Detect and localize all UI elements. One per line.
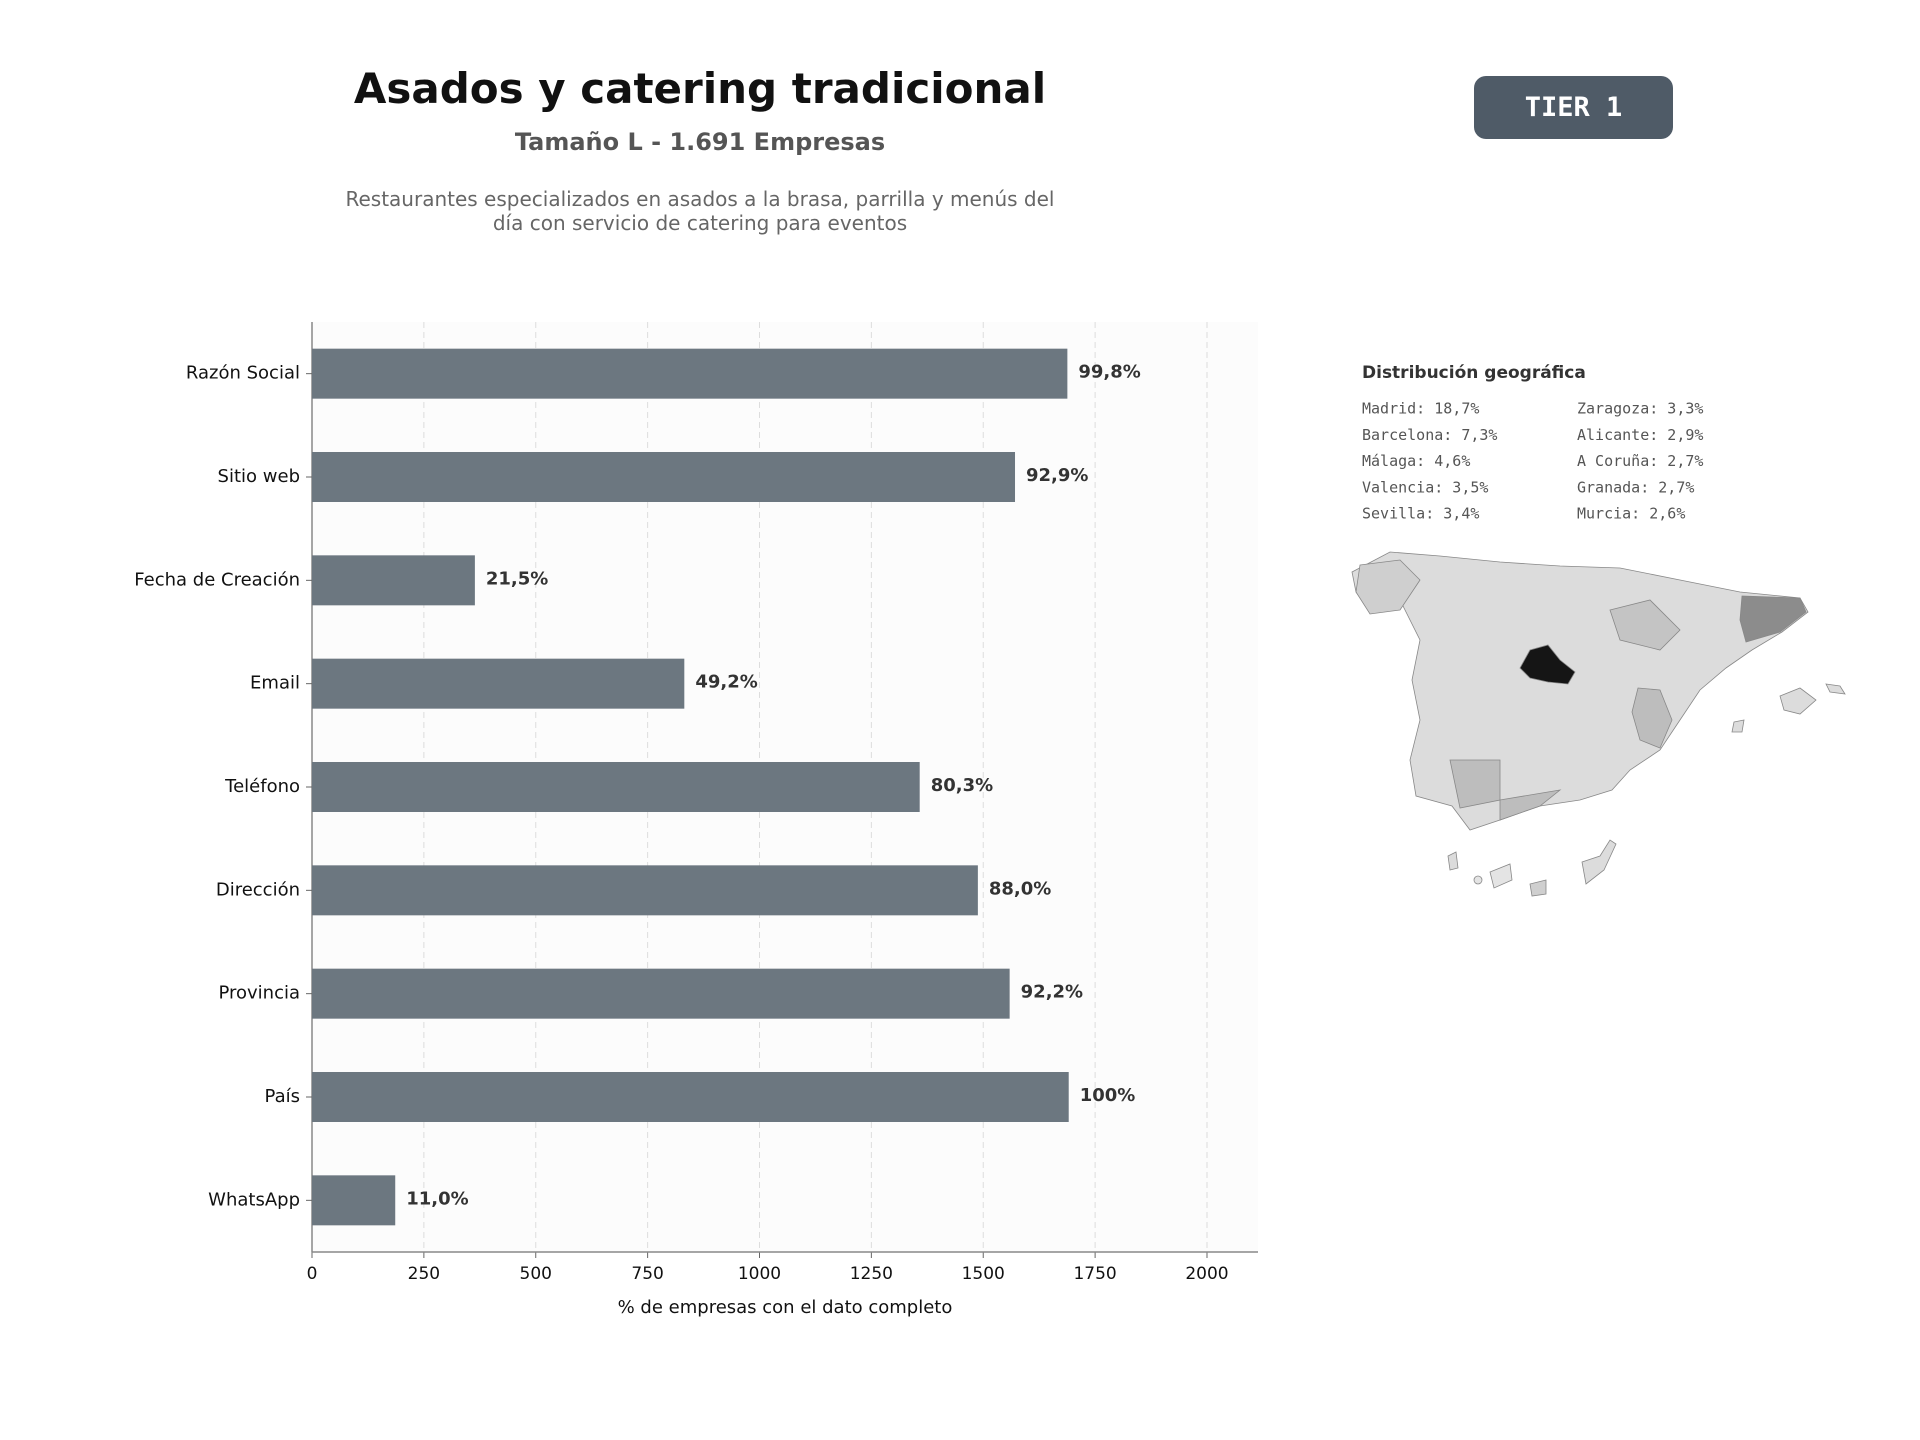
bar — [312, 1072, 1069, 1122]
y-tick-label: WhatsApp — [208, 1189, 300, 1210]
zaragoza — [1609, 599, 1681, 651]
x-tick-label: 1750 — [1073, 1264, 1116, 1284]
x-tick-label: 250 — [408, 1264, 440, 1284]
x-tick-label: 0 — [307, 1264, 318, 1284]
ibiza — [1731, 719, 1745, 733]
barcelona — [1739, 595, 1807, 643]
geo-item: Barcelona: 7,3% — [1362, 426, 1497, 444]
value-label: 92,9% — [1026, 465, 1088, 486]
geo-title: Distribución geográfica — [1362, 363, 1586, 383]
madrid — [1519, 644, 1576, 685]
value-label: 80,3% — [931, 775, 993, 796]
x-tick-label: 750 — [631, 1264, 663, 1284]
geo-item: Sevilla: 3,4% — [1362, 505, 1479, 523]
y-tick-label: Razón Social — [186, 363, 300, 384]
x-tick-label: 2000 — [1185, 1264, 1228, 1284]
value-label: 99,8% — [1078, 362, 1140, 383]
bar — [312, 968, 1010, 1019]
galicia — [1355, 559, 1421, 615]
value-label: 21,5% — [486, 568, 548, 589]
geo-item: Madrid: 18,7% — [1362, 400, 1479, 418]
bar — [312, 555, 475, 606]
canary-4 — [1581, 839, 1617, 885]
mallorca — [1779, 687, 1817, 715]
canary-3 — [1529, 879, 1547, 897]
spain-map — [1351, 551, 1846, 897]
value-label: 100% — [1080, 1085, 1136, 1106]
x-tick-label: 1250 — [850, 1264, 893, 1284]
bar — [312, 452, 1016, 502]
bar — [312, 865, 978, 916]
geo-item: Granada: 2,7% — [1577, 478, 1694, 496]
y-tick-label: Teléfono — [224, 776, 300, 797]
y-tick-label: País — [265, 1086, 300, 1107]
description: Restaurantes especializados en asados a … — [345, 187, 1055, 235]
x-tick-label: 500 — [520, 1264, 552, 1284]
peninsula — [1351, 551, 1809, 831]
canary-5 — [1473, 875, 1483, 885]
y-tick-label: Provincia — [218, 983, 300, 1004]
geo-item: Málaga: 4,6% — [1362, 452, 1470, 470]
geo-item: A Coruña: 2,7% — [1577, 452, 1703, 470]
y-tick-label: Email — [250, 673, 300, 694]
valencia — [1631, 687, 1673, 749]
tier-badge: TIER 1 — [1474, 76, 1673, 139]
value-label: 11,0% — [406, 1188, 468, 1209]
y-tick-label: Fecha de Creación — [134, 569, 300, 590]
bar — [312, 762, 920, 812]
canary-1 — [1447, 851, 1459, 871]
y-tick-label: Sitio web — [218, 466, 300, 487]
bar — [312, 348, 1068, 399]
malaga — [1499, 789, 1562, 821]
menorca — [1825, 683, 1846, 695]
x-tick-label: 1500 — [962, 1264, 1005, 1284]
value-label: 88,0% — [989, 878, 1051, 899]
canary-2 — [1489, 863, 1513, 889]
value-label: 49,2% — [695, 672, 757, 693]
bar — [312, 658, 685, 709]
bar — [312, 1175, 396, 1226]
value-label: 92,2% — [1021, 982, 1083, 1003]
subtitle: Tamaño L - 1.691 Empresas — [514, 128, 886, 156]
title: Asados y catering tradicional — [353, 64, 1047, 113]
geo-item: Zaragoza: 3,3% — [1577, 400, 1703, 418]
geo-item: Alicante: 2,9% — [1577, 426, 1703, 444]
geo-item: Murcia: 2,6% — [1577, 505, 1685, 523]
x-tick-label: 1000 — [738, 1264, 781, 1284]
y-tick-label: Dirección — [216, 879, 300, 900]
geo-item: Valencia: 3,5% — [1362, 478, 1488, 496]
x-axis-label: % de empresas con el dato completo — [618, 1297, 953, 1318]
